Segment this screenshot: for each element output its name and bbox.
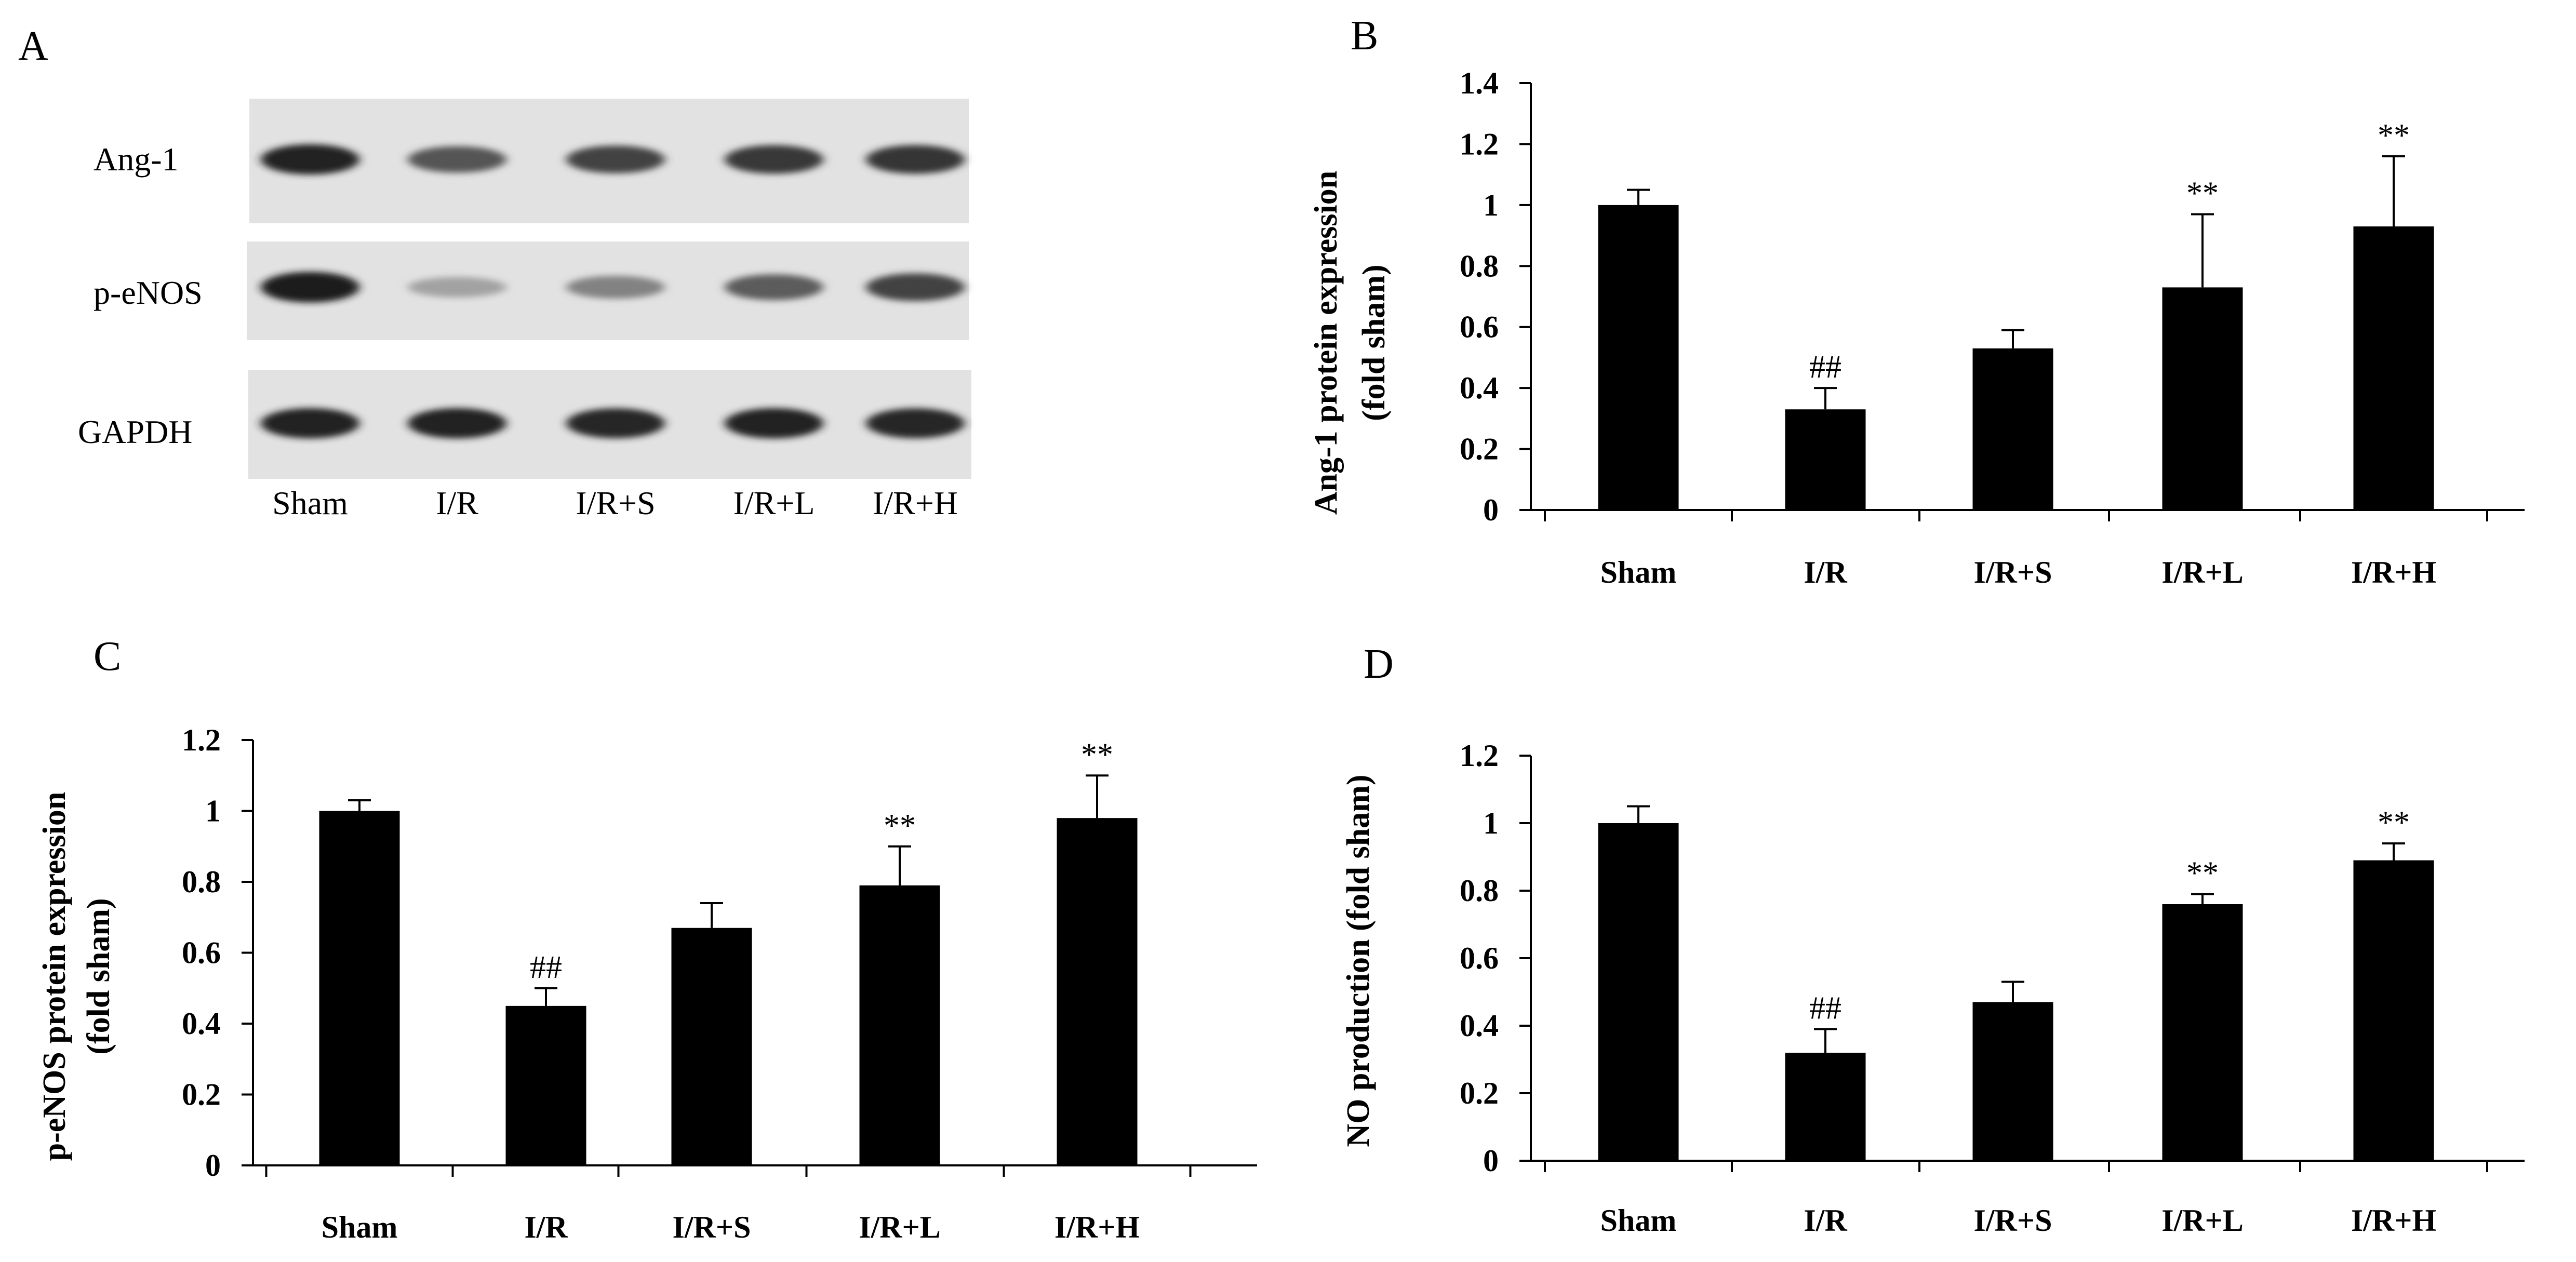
significance-marker-b-4: ** [2378, 118, 2410, 153]
category-label-b-1: I/R [1804, 555, 1847, 589]
category-label-d-3: I/R+L [2161, 1203, 2244, 1238]
y-tick-label: 0.8 [1460, 249, 1499, 283]
y-tick-label: 0 [1483, 1144, 1499, 1178]
chart-panel-d: 0 0.2 0.4 0.6 0.8 1 1.2 Sham ## I/R I/R+S ** I/R+L **… [1341, 739, 2525, 1238]
y-tick-label: 0.6 [182, 936, 221, 970]
y-tick-label: 0 [1483, 493, 1499, 527]
y-tick-label: 0.2 [1460, 1076, 1499, 1110]
y-tick-label: 0.2 [1460, 432, 1499, 466]
blot-lane-label-sham: Sham [272, 485, 348, 521]
significance-marker-d-4: ** [2378, 805, 2410, 840]
category-label-c-3: I/R+L [859, 1210, 941, 1244]
significance-marker-d-1: ## [1809, 991, 1841, 1026]
y-tick-label: 0 [205, 1148, 221, 1183]
y-tick-label: 0.8 [1460, 874, 1499, 908]
y-tick-label: 0.6 [1460, 310, 1499, 344]
y-tick-label: 0.4 [182, 1006, 221, 1041]
significance-marker-b-1: ## [1809, 350, 1841, 385]
blot-row-label-gapdh: GAPDH [78, 413, 192, 450]
y-tick-label: 1 [1483, 188, 1499, 222]
category-label-d-0: Sham [1600, 1203, 1677, 1238]
y-tick-label: 1.4 [1460, 66, 1499, 100]
chart-panel-c: 0 0.2 0.4 0.6 0.8 1 1.2 Sham ## I/R I/R+S ** I/R+L **… [37, 723, 1257, 1244]
y-tick-label: 1 [205, 794, 221, 828]
y-tick-label: 1 [1483, 806, 1499, 840]
category-label-b-4: I/R+H [2351, 555, 2436, 589]
significance-marker-c-4: ** [1081, 737, 1113, 772]
bar-c-4 [1057, 818, 1138, 1165]
blot-lane-label-ir: I/R [436, 485, 478, 521]
category-label-c-4: I/R+H [1055, 1210, 1140, 1244]
blot-band-ang1-4 [866, 145, 965, 174]
blot-band-peNOS-3 [725, 274, 823, 300]
y-tick-label: 1.2 [1460, 739, 1499, 773]
y-tick-label: 1.2 [182, 723, 221, 757]
blot-band-gapdh-4 [866, 408, 965, 438]
blot-row-label-ang1: Ang-1 [94, 141, 179, 178]
bar-c-0 [319, 811, 400, 1165]
y-tick-label: 0.6 [1460, 941, 1499, 975]
bar-c-1 [505, 1005, 586, 1165]
significance-marker-c-3: ** [884, 808, 916, 843]
category-label-c-2: I/R+S [673, 1210, 751, 1244]
bar-d-1 [1785, 1053, 1866, 1161]
blot-lane-label-irs: I/R+S [576, 485, 655, 521]
category-label-d-4: I/R+H [2351, 1203, 2436, 1238]
blot-band-ang1-2 [566, 145, 665, 173]
blot-band-peNOS-4 [866, 273, 965, 301]
bar-d-4 [2353, 860, 2434, 1161]
significance-marker-b-3: ** [2186, 176, 2219, 211]
bar-b-3 [2162, 287, 2243, 510]
bar-b-1 [1785, 409, 1866, 510]
significance-marker-d-3: ** [2186, 856, 2219, 891]
chart-panel-b: 0 0.2 0.4 0.6 0.8 1 1.2 1.4 Sham ## I/R I/R+S ** I/R+… [1309, 66, 2525, 589]
y-tick-label: 0.8 [182, 865, 221, 899]
panel-letter-d: D [1364, 641, 1394, 687]
category-label-b-0: Sham [1600, 555, 1677, 589]
y-tick-label: 0.4 [1460, 371, 1499, 405]
significance-marker-c-1: ## [530, 950, 562, 985]
bar-d-2 [1972, 1002, 2053, 1161]
blot-lane-label-irh: I/R+H [873, 485, 958, 521]
blot-band-peNOS-0 [261, 272, 359, 303]
blot-band-peNOS-1 [408, 277, 506, 298]
panel-letter-a: A [18, 23, 48, 69]
category-label-d-2: I/R+S [1974, 1203, 2052, 1238]
blot-row-label-peNOS: p-eNOS [94, 274, 203, 311]
category-label-c-0: Sham [322, 1210, 398, 1244]
blot-band-gapdh-3 [725, 408, 823, 439]
y-tick-label: 0.4 [1460, 1009, 1499, 1043]
blot-band-peNOS-2 [566, 276, 665, 299]
y-axis-label-d-line0: NO production (fold sham) [1341, 774, 1376, 1147]
category-label-c-1: I/R [524, 1210, 568, 1244]
y-axis-label-b-line0: Ang-1 protein expression [1309, 171, 1344, 515]
blot-band-ang1-0 [261, 144, 359, 175]
y-axis-label-b-line1: (fold sham) [1356, 264, 1392, 421]
y-tick-label: 1.2 [1460, 127, 1499, 161]
category-label-b-3: I/R+L [2161, 555, 2244, 589]
blot-band-gapdh-2 [566, 408, 665, 438]
blot-lane-label-irl: I/R+L [733, 485, 815, 521]
blot-band-gapdh-1 [408, 408, 506, 439]
panel-letter-c: C [94, 634, 121, 679]
blot-band-ang1-3 [725, 145, 823, 174]
western-blot-panel: Ang-1 p-eNOS GAPDH Sham I/R I/R+S I/R+L … [78, 99, 971, 521]
bar-b-2 [1972, 348, 2053, 510]
bar-d-0 [1598, 823, 1679, 1161]
bar-b-4 [2353, 226, 2434, 510]
category-label-d-1: I/R [1804, 1203, 1847, 1238]
bar-b-0 [1598, 205, 1679, 510]
y-axis-label-c-line0: p-eNOS protein expression [37, 792, 72, 1161]
bar-c-3 [859, 885, 940, 1165]
category-label-b-2: I/R+S [1974, 555, 2052, 589]
y-tick-label: 0.2 [182, 1078, 221, 1112]
blot-band-gapdh-0 [261, 408, 359, 439]
bar-c-2 [671, 928, 752, 1165]
panel-letter-b: B [1351, 13, 1378, 59]
bar-d-3 [2162, 904, 2243, 1161]
blot-band-ang1-1 [408, 146, 506, 173]
y-axis-label-c-line1: (fold sham) [81, 898, 116, 1054]
